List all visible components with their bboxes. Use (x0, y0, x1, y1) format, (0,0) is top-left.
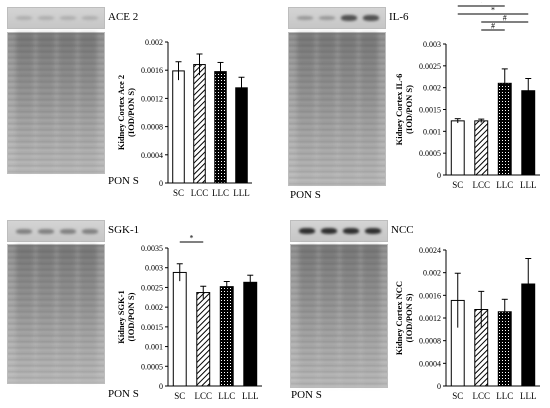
ponceau-label: PON S (291, 389, 322, 401)
y-axis-label-unit: (IOD/PON S) (404, 293, 414, 342)
y-axis-label-unit: (IOD/PON S) (126, 292, 136, 341)
y-tick-label: 0.0025 (141, 283, 163, 292)
ponceau-stain-image (288, 32, 386, 186)
y-tick-label: 0.0015 (141, 323, 163, 332)
ponceau-stain-image (7, 32, 105, 174)
y-axis-label-unit: (IOD/PON S) (404, 85, 414, 134)
ponceau-label: PON S (290, 189, 321, 201)
bar-llc (219, 286, 234, 387)
y-tick-label: 0 (159, 382, 163, 391)
western-blot-strip (288, 7, 386, 29)
y-axis-label-unit: (IOD/PON S) (126, 88, 136, 137)
significance-marker: # (491, 22, 495, 31)
bar-chart-ace2: 0 0.0004 0.0008 0.0012 0.0016 0.002 Kidney Cor… (116, 38, 252, 198)
bar-lcc (474, 120, 489, 176)
y-tick-label: 0.002 (423, 269, 441, 278)
y-tick-label: 0.0016 (419, 291, 441, 300)
x-tick-label: SC (452, 391, 463, 401)
bar-llc (214, 71, 227, 184)
bar-sc (450, 120, 465, 176)
bar-sc (172, 271, 187, 387)
gene-label: NCC (391, 224, 414, 236)
x-tick-label: LCC (191, 188, 209, 198)
bar-lll (521, 90, 536, 176)
y-tick-label: 0.0004 (141, 151, 163, 160)
y-tick-label: 0.0005 (419, 149, 441, 158)
x-tick-label: LCC (472, 180, 490, 190)
x-tick-label: LLL (233, 188, 250, 198)
x-tick-label: LLL (242, 391, 259, 401)
y-tick-label: 0.0012 (141, 94, 163, 103)
western-blot-strip (7, 7, 105, 29)
bar-lll (235, 87, 248, 184)
y-tick-label: 0.002 (145, 303, 163, 312)
ponceau-stain-image (290, 244, 388, 388)
y-axis-label: Kidney Cortex NCC (394, 281, 404, 355)
bar-lcc (196, 292, 211, 387)
y-tick-label: 0.0024 (419, 246, 441, 255)
y-tick-label: 0.0012 (419, 314, 441, 323)
y-tick-label: 0.001 (145, 343, 163, 352)
y-tick-label: 0.0035 (141, 244, 163, 253)
bar-sc (172, 70, 185, 184)
gene-label: ACE 2 (108, 11, 139, 23)
y-tick-label: 0.0008 (419, 337, 441, 346)
bar-chart-sgk1: 0 0.0005 0.001 0.0015 0.002 0.0025 0.003 0.0035… (116, 234, 262, 401)
y-axis-label: Kidney Cortex Ace 2 (116, 75, 126, 150)
y-tick-label: 0.0005 (141, 362, 163, 371)
x-tick-label: LCC (472, 391, 490, 401)
gene-label: SGK-1 (108, 224, 140, 236)
bar-chart-ncc: 0 0.0004 0.0008 0.0012 0.0016 0.002 0.0024 Kidn… (394, 246, 540, 401)
significance-marker: * (479, 2, 483, 7)
ponceau-label: PON S (108, 175, 139, 187)
x-tick-label: SC (174, 391, 185, 401)
western-blot-strip (290, 220, 388, 242)
ponceau-stain-image (7, 244, 105, 384)
y-tick-label: 0.0008 (141, 123, 163, 132)
bar-lll (243, 281, 258, 387)
significance-marker: # (503, 14, 507, 23)
y-tick-label: 0 (159, 179, 163, 188)
y-axis-label: Kidney SGK-1 (116, 290, 126, 344)
bar-lcc (193, 64, 206, 184)
y-tick-label: 0.001 (423, 127, 441, 136)
y-tick-label: 0.0004 (419, 359, 441, 368)
y-tick-label: 0.0016 (141, 66, 163, 75)
x-tick-label: LLC (496, 391, 513, 401)
y-tick-label: 0 (437, 171, 441, 180)
y-tick-label: 0.002 (423, 84, 441, 93)
x-tick-label: LLL (520, 180, 537, 190)
y-tick-label: 0.003 (145, 264, 163, 273)
y-tick-label: 0 (437, 382, 441, 391)
gene-label: IL-6 (389, 11, 409, 23)
significance-marker: * (491, 6, 495, 15)
y-tick-label: 0.0025 (419, 62, 441, 71)
western-blot-strip (7, 220, 105, 242)
y-tick-label: 0.0015 (419, 106, 441, 115)
x-tick-label: LLC (496, 180, 513, 190)
y-tick-label: 0.003 (423, 40, 441, 49)
x-tick-label: LLC (218, 391, 235, 401)
x-tick-label: LLL (520, 391, 537, 401)
x-tick-label: LCC (194, 391, 212, 401)
x-tick-label: SC (452, 180, 463, 190)
x-tick-label: LLC (212, 188, 229, 198)
y-tick-label: 0.002 (145, 38, 163, 47)
bar-chart-il6: 0 0.0005 0.001 0.0015 0.002 0.0025 0.003 Kidney… (394, 2, 540, 190)
x-tick-label: SC (173, 188, 184, 198)
y-axis-label: Kidney Cortex IL-6 (394, 74, 404, 146)
significance-marker: * (190, 234, 194, 243)
ponceau-label: PON S (108, 388, 139, 400)
